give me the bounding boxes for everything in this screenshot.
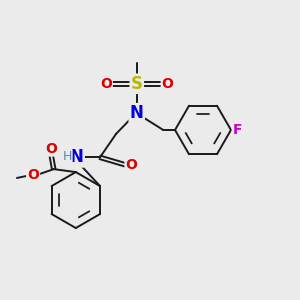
Text: F: F — [233, 123, 242, 137]
Text: S: S — [131, 75, 143, 93]
Text: O: O — [100, 77, 112, 91]
Text: O: O — [125, 158, 137, 172]
Text: O: O — [27, 168, 39, 182]
Text: O: O — [45, 142, 57, 155]
Text: N: N — [70, 148, 84, 166]
Text: N: N — [130, 104, 144, 122]
Text: O: O — [162, 77, 174, 91]
Text: H: H — [62, 150, 72, 163]
